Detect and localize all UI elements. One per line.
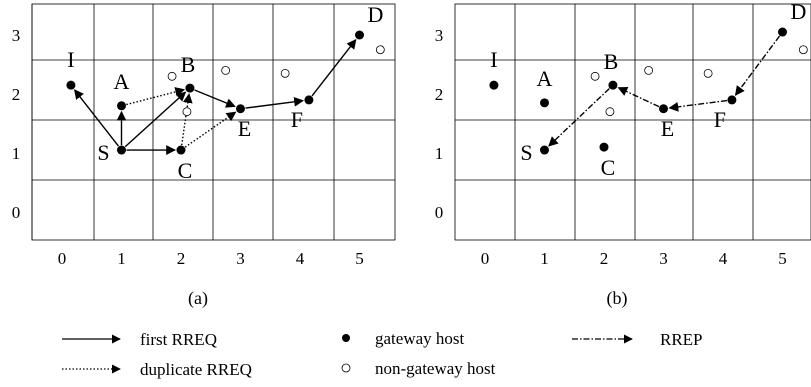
gateway-host-e <box>236 104 245 114</box>
edge-e-b <box>617 86 660 108</box>
legend-first-rreq: first RREQ <box>62 330 217 349</box>
edge-b-e <box>194 89 236 108</box>
grid-frame <box>454 3 811 241</box>
non-gateway-host <box>644 66 654 75</box>
gateway-host-b <box>608 80 618 90</box>
edge-c-b <box>181 93 193 146</box>
node-label-b: B <box>181 52 196 77</box>
node-label-s: S <box>97 140 109 165</box>
y-tick-label: 1 <box>435 144 444 163</box>
edge-e-f <box>245 96 304 109</box>
non-gateway-host <box>703 68 713 78</box>
x-tick-label: 2 <box>177 249 186 268</box>
node-label-a: A <box>114 69 130 94</box>
gateway-host-a <box>117 101 126 111</box>
x-tick-label: 3 <box>659 249 668 268</box>
edge-s-i <box>74 89 119 147</box>
gateway-host-c <box>599 142 609 152</box>
edge-b-s <box>548 88 610 147</box>
panel-a: 0 1 2 3 4 5 0 1 2 3 I A B S C E F D <box>12 2 396 268</box>
edge-s-b <box>124 91 187 148</box>
edge-f-e <box>668 99 728 112</box>
y-tick-label: 2 <box>12 85 21 104</box>
gateway-host-d <box>355 30 364 40</box>
node-label-c: C <box>601 155 616 180</box>
x-tick-label: 3 <box>236 249 245 268</box>
non-gateway-host <box>605 107 615 117</box>
node-label-d: D <box>791 0 807 24</box>
legend-duplicate-rreq: duplicate RREQ <box>62 360 252 379</box>
node-label-f: F <box>714 107 726 132</box>
grid <box>454 3 811 241</box>
x-tick-label: 0 <box>58 249 67 268</box>
y-tick-label: 3 <box>12 26 21 45</box>
non-gateway-host <box>590 71 600 81</box>
x-tick-label: 0 <box>481 249 490 268</box>
non-gateway-host <box>221 66 231 75</box>
non-gateway-host <box>280 68 290 78</box>
x-tick-label: 1 <box>540 249 549 268</box>
y-tick-label: 2 <box>435 85 444 104</box>
x-tick-label: 5 <box>355 249 364 268</box>
node-label-a: A <box>537 66 553 91</box>
non-gateway-host <box>167 71 177 81</box>
node-label-c: C <box>178 158 193 183</box>
legend-non-gateway-label: non-gateway host <box>375 359 496 378</box>
node-label-b: B <box>604 49 619 74</box>
edge-f-d <box>311 38 357 97</box>
x-tick-label: 2 <box>600 249 609 268</box>
panel-b: 0 1 2 3 4 5 0 1 2 3 I A B S C E F D <box>435 0 811 268</box>
non-gateway-host <box>798 45 808 55</box>
x-tick-label: 5 <box>778 249 787 268</box>
gateway-host-s <box>117 145 126 155</box>
gateway-host-a <box>540 98 549 108</box>
grid <box>31 3 396 241</box>
x-tick-label: 4 <box>719 249 728 268</box>
legend-non-gateway-dot <box>341 363 351 373</box>
legend-gateway-label: gateway host <box>375 329 465 348</box>
non-gateway-host <box>375 45 385 55</box>
x-tick-label: 1 <box>117 249 126 268</box>
edge-a-b <box>126 87 186 106</box>
y-tick-label: 0 <box>435 203 444 222</box>
x-tick-label: 4 <box>296 249 305 268</box>
y-tick-label: 0 <box>12 203 21 222</box>
gateway-host-e <box>659 104 668 114</box>
y-tick-label: 1 <box>12 144 21 163</box>
edge-c-e <box>184 111 237 148</box>
node-label-d: D <box>368 2 384 27</box>
node-label-s: S <box>520 140 532 165</box>
legend: first RREQ duplicate RREQ gateway host n… <box>62 329 703 379</box>
node-label-f: F <box>291 107 303 132</box>
legend-duplicate-rreq-label: duplicate RREQ <box>140 360 252 379</box>
node-label-e: E <box>661 116 674 141</box>
gateway-host-b <box>185 83 195 93</box>
legend-rrep-label: RREP <box>660 330 703 349</box>
gateway-host-i <box>66 80 76 90</box>
legend-gateway: gateway host <box>342 329 465 348</box>
gateway-host-c <box>176 145 186 155</box>
node-label-e: E <box>238 116 251 141</box>
node-label-i: I <box>67 47 74 72</box>
y-tick-label: 3 <box>435 26 444 45</box>
gateway-host-i <box>489 80 499 90</box>
caption-b: (b) <box>607 288 628 309</box>
legend-rrep: RREP <box>572 330 703 349</box>
grid-frame <box>31 3 396 241</box>
gateway-host-f <box>727 95 737 105</box>
gateway-host-d <box>778 27 787 37</box>
legend-first-rreq-label: first RREQ <box>140 330 217 349</box>
legend-gateway-dot <box>342 334 350 342</box>
node-label-i: I <box>490 47 497 72</box>
gateway-host-f <box>304 95 314 105</box>
edge-d-f <box>734 35 781 96</box>
caption-a: (a) <box>188 288 208 309</box>
gateway-host-s <box>540 145 549 155</box>
non-gateway-host <box>182 107 192 117</box>
legend-non-gateway: non-gateway host <box>341 359 496 378</box>
